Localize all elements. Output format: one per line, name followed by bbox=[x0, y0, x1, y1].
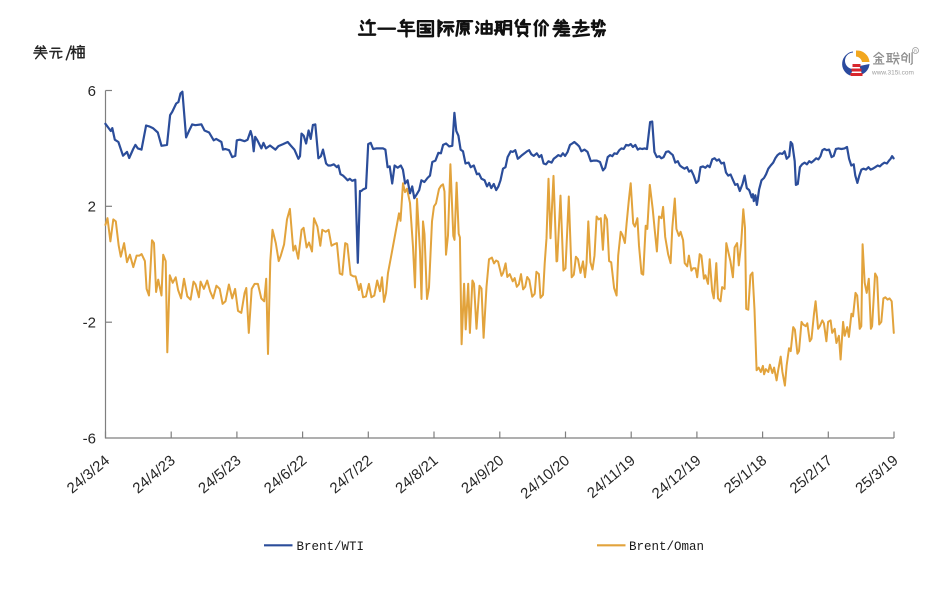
svg-text:www.315i.com: www.315i.com bbox=[871, 70, 914, 77]
svg-text:Brent/Oman: Brent/Oman bbox=[629, 540, 704, 554]
svg-text:6: 6 bbox=[88, 83, 96, 100]
svg-text:-2: -2 bbox=[83, 315, 96, 332]
svg-text:-6: -6 bbox=[83, 430, 96, 447]
svg-text:2: 2 bbox=[88, 199, 96, 216]
svg-text:Brent/WTI: Brent/WTI bbox=[297, 540, 365, 554]
